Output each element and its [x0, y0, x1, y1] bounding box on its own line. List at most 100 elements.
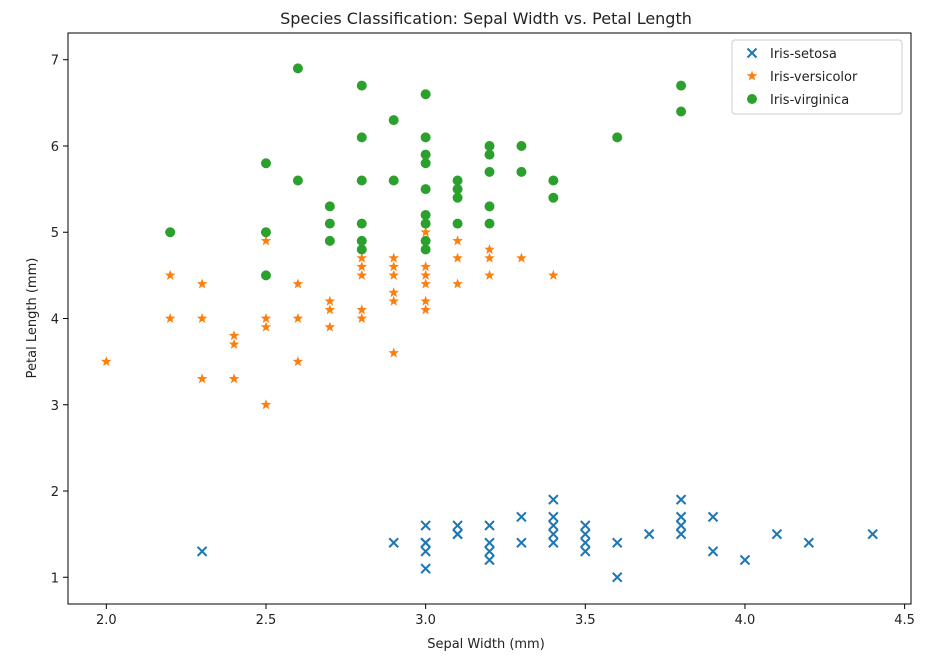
legend-marker [747, 94, 757, 104]
data-point [388, 269, 399, 280]
data-point [260, 227, 271, 238]
data-point [771, 528, 783, 540]
y-tick-label: 2 [51, 485, 59, 500]
data-point [484, 201, 495, 212]
x-tick-label: 4.5 [894, 613, 915, 628]
data-point [484, 546, 495, 557]
data-point [388, 295, 399, 306]
data-point [292, 313, 304, 323]
data-point [164, 269, 176, 280]
data-point [420, 304, 431, 315]
data-point [165, 227, 176, 238]
data-point [484, 149, 495, 160]
data-point [675, 520, 687, 531]
data-point [452, 235, 463, 246]
series-iris-virginica [165, 63, 687, 281]
y-tick-label: 7 [51, 54, 59, 69]
data-point [420, 89, 431, 100]
data-point [675, 511, 687, 523]
data-point [356, 261, 367, 272]
data-point [867, 528, 878, 540]
plot-area [67, 32, 912, 605]
data-point [356, 269, 367, 280]
data-point [356, 252, 367, 263]
data-point [548, 511, 559, 523]
data-point [324, 295, 336, 306]
data-point [803, 537, 815, 548]
y-axis: 1 2 3 4 5 6 7 [51, 54, 68, 586]
data-point [292, 356, 304, 367]
data-point [452, 520, 463, 531]
x-axis: 2.0 2.5 3.0 3.5 4.0 4.5 [96, 604, 915, 628]
data-point [420, 278, 431, 289]
data-point [356, 304, 367, 315]
y-tick-label: 3 [51, 399, 59, 414]
data-point [420, 269, 431, 280]
data-point [101, 356, 112, 367]
data-point [420, 158, 431, 169]
data-point [452, 528, 463, 540]
data-point [516, 166, 527, 177]
x-tick-label: 2.0 [96, 613, 117, 628]
data-point [420, 244, 431, 255]
data-point [484, 269, 495, 280]
x-tick-label: 2.5 [256, 613, 277, 628]
data-point [420, 218, 431, 229]
data-points [101, 63, 878, 583]
data-point [612, 132, 623, 143]
data-point [675, 528, 687, 540]
data-point [260, 270, 271, 281]
data-point [484, 537, 495, 548]
data-point [388, 175, 399, 186]
data-point [548, 537, 559, 548]
data-point [484, 218, 495, 229]
data-point [260, 158, 271, 169]
data-point [484, 554, 495, 566]
data-point [420, 209, 431, 220]
data-point [580, 546, 591, 557]
y-tick-label: 4 [51, 313, 59, 328]
data-point [388, 115, 399, 126]
data-point [164, 313, 176, 323]
data-point [548, 269, 559, 280]
data-point [676, 80, 687, 91]
data-point [484, 520, 495, 531]
data-point [196, 278, 208, 289]
data-point [548, 528, 559, 540]
data-point [324, 201, 335, 212]
series-iris-versicolor [101, 226, 559, 410]
x-axis-label: Sepal Width (mm) [427, 637, 545, 652]
legend-label: Iris-setosa [770, 47, 837, 62]
data-point [420, 149, 431, 160]
data-point [452, 218, 463, 229]
legend-marker [746, 70, 758, 81]
data-point [420, 132, 431, 143]
data-point [675, 494, 687, 505]
data-point [484, 166, 495, 177]
legend-label: Iris-versicolor [770, 70, 858, 85]
y-axis-label: Petal Length (mm) [25, 258, 40, 379]
data-point [707, 546, 719, 557]
data-point [388, 537, 399, 548]
data-point [356, 235, 367, 246]
data-point [324, 304, 336, 315]
legend-marker [746, 47, 758, 59]
data-point [548, 494, 559, 505]
data-point [420, 261, 431, 272]
data-point [516, 537, 527, 548]
data-point [388, 347, 399, 358]
data-point [516, 252, 527, 263]
data-point [420, 226, 431, 237]
data-point [676, 106, 687, 117]
data-point [484, 252, 495, 263]
data-point [356, 313, 367, 323]
data-point [516, 140, 527, 151]
legend: Iris-setosa Iris-versicolor Iris-virginica [731, 39, 903, 115]
data-point [612, 537, 623, 548]
y-tick-label: 1 [51, 571, 59, 586]
data-point [324, 235, 335, 246]
data-point [420, 537, 431, 548]
data-point [196, 546, 208, 557]
data-point [580, 537, 591, 548]
data-point [420, 520, 431, 531]
